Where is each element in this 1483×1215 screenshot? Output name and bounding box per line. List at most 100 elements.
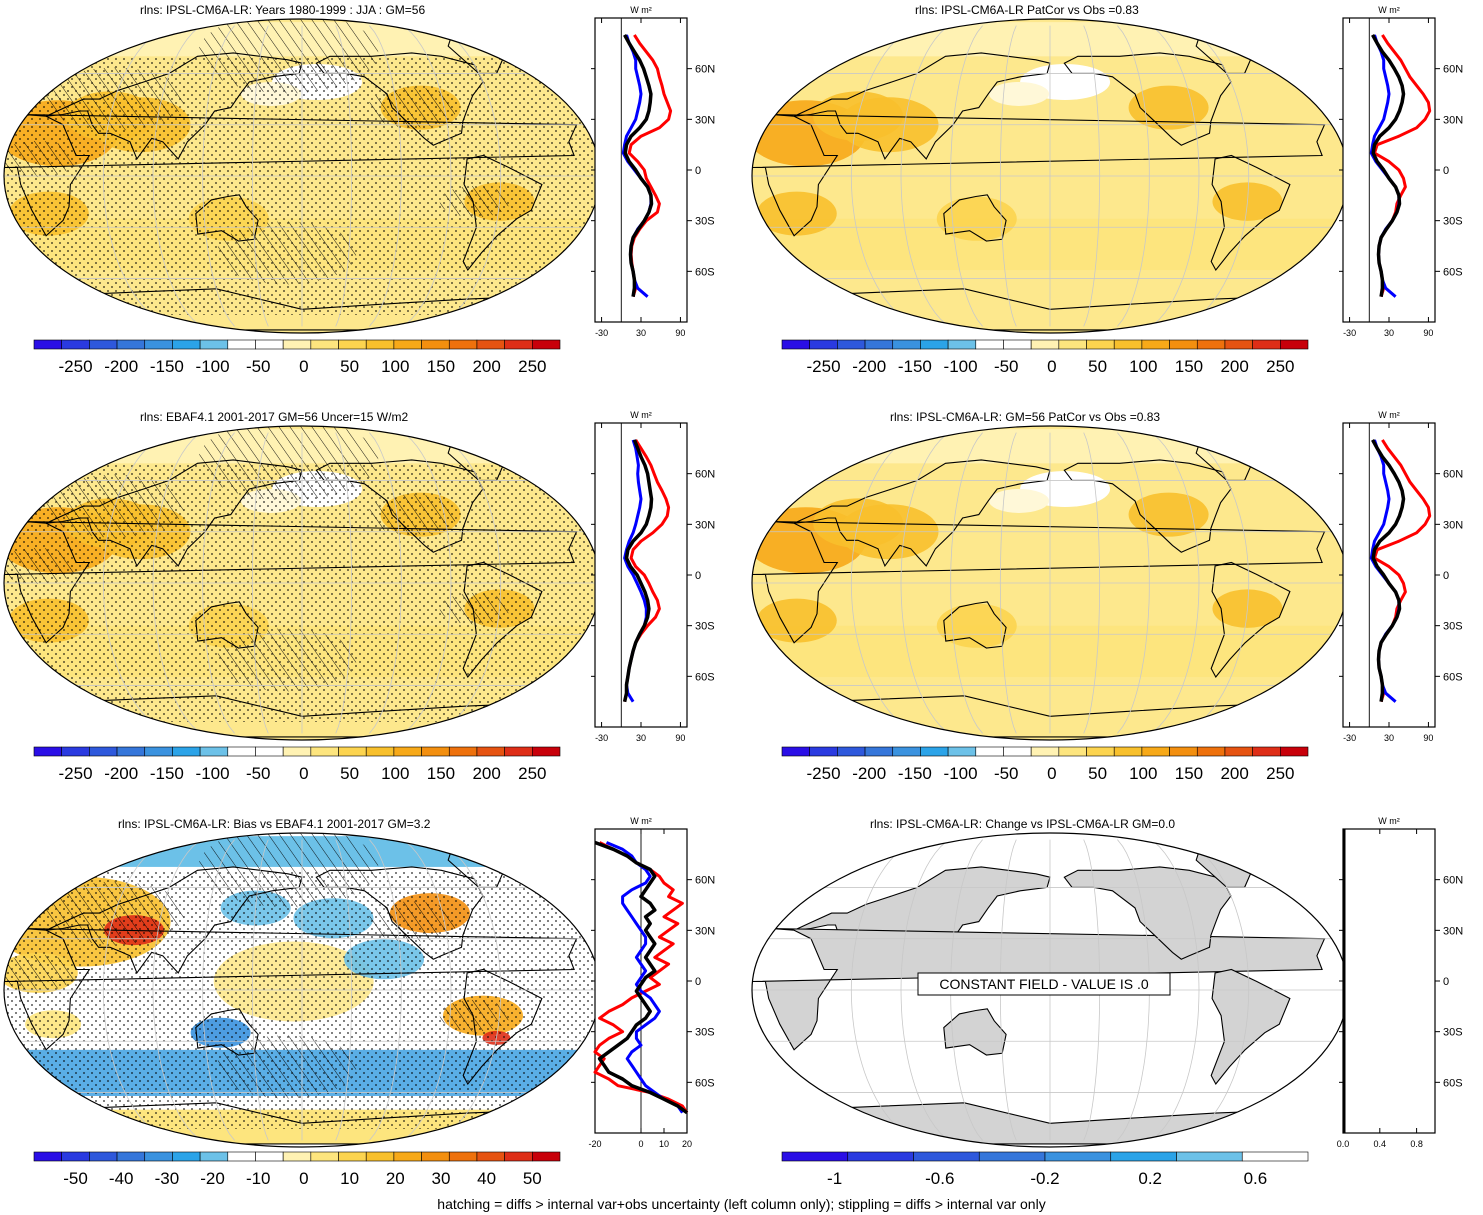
zonal-x-tick-label: -30 <box>595 328 608 338</box>
lat-tick-label: 30N <box>695 519 715 531</box>
colorbar-swatch <box>310 1151 339 1162</box>
colorbar-tick-label: -1 <box>827 1169 842 1188</box>
colorbar-swatch <box>116 339 146 350</box>
colorbar-swatch <box>920 339 949 350</box>
zonal-x-tick-label: 20 <box>682 1139 692 1149</box>
panel-title-4: rlns: IPSL-CM6A-LR: GM=56 PatCor vs Obs … <box>890 410 1161 424</box>
colorbar-tick-label: -250 <box>807 357 841 376</box>
colorbar-swatch <box>89 339 118 350</box>
colorbar-tick-label: -0.2 <box>1030 1169 1059 1188</box>
colorbar-tick-label: -150 <box>150 764 184 783</box>
lat-tick-label: 30N <box>695 925 715 937</box>
constant-field-annotation: CONSTANT FIELD - VALUE IS .0 <box>939 976 1148 992</box>
colorbar-swatch <box>864 339 894 350</box>
colorbar-swatch <box>172 1151 201 1162</box>
colorbar-swatch <box>837 746 866 757</box>
map-panel-4 <box>751 425 1349 741</box>
lat-tick-label: 30S <box>695 1027 715 1039</box>
colorbar-tick-label: -100 <box>944 357 978 376</box>
colorbar-swatch <box>172 746 201 757</box>
colorbar-tick-label: -50 <box>994 357 1019 376</box>
colorbar-tick-label: 0 <box>299 357 308 376</box>
colorbar-5: -50 -40 -30 -20 -10 0 10 20 30 40 50 <box>33 1151 561 1188</box>
colorbar-swatch <box>1196 746 1226 757</box>
zonal-x-tick-label: 0.0 <box>1337 1139 1350 1149</box>
zonal-unit-label: W m² <box>1378 5 1400 15</box>
colorbar-swatch <box>1280 746 1309 757</box>
colorbar-swatch <box>809 339 838 350</box>
panel-title-2: rlns: IPSL-CM6A-LR PatCor vs Obs =0.83 <box>915 3 1139 17</box>
map-panel-3 <box>3 425 601 741</box>
colorbar-swatch <box>393 1151 422 1162</box>
colorbar-swatch <box>199 1151 229 1162</box>
zonal-x-tick-label: -30 <box>1343 733 1356 743</box>
colorbar-tick-label: 10 <box>340 1169 359 1188</box>
map-panel-5 <box>3 832 601 1148</box>
colorbar-swatch <box>1086 746 1115 757</box>
colorbar-swatch <box>532 1151 561 1162</box>
zonal-x-tick-label: 90 <box>1423 328 1433 338</box>
zonal-x-tick-label: -30 <box>1343 328 1356 338</box>
colorbar-swatch <box>310 746 339 757</box>
colorbar-swatch <box>310 339 339 350</box>
colorbar-swatch <box>255 339 284 350</box>
colorbar-swatch <box>421 339 450 350</box>
zonal-x-tick-label: -20 <box>588 1139 601 1149</box>
zonal-unit-label: W m² <box>630 410 652 420</box>
colorbar-swatch <box>393 746 422 757</box>
lat-tick-label: 30N <box>1443 519 1463 531</box>
colorbar-tick-label: 50 <box>523 1169 542 1188</box>
colorbar-swatch <box>1196 339 1226 350</box>
colorbar-tick-label: 50 <box>1088 357 1107 376</box>
colorbar-swatch <box>1280 339 1309 350</box>
lat-tick-label: 60N <box>695 469 715 481</box>
colorbar-swatch <box>365 1151 395 1162</box>
figure-footnote: hatching = diffs > internal var+obs unce… <box>437 1196 1046 1212</box>
colorbar-swatch <box>448 339 478 350</box>
panel-title-6: rlns: IPSL-CM6A-LR: Change vs IPSL-CM6A-… <box>870 817 1176 831</box>
lat-tick-label: 0 <box>1443 976 1449 988</box>
zonal-series-ens <box>622 439 654 703</box>
zonal-series-model <box>605 841 684 1114</box>
lat-tick-label: 60S <box>1443 671 1463 683</box>
lat-tick-label: 30N <box>1443 114 1463 126</box>
lat-tick-label: 60N <box>695 875 715 887</box>
lat-tick-label: 30N <box>1443 925 1463 937</box>
colorbar-tick-label: -50 <box>246 764 271 783</box>
lat-tick-label: 60N <box>1443 469 1463 481</box>
colorbar-tick-label: -200 <box>104 357 138 376</box>
colorbar-tick-label: 150 <box>427 764 455 783</box>
colorbar-tick-label: 0.2 <box>1138 1169 1162 1188</box>
zonal-x-tick-label: 0.4 <box>1374 1139 1387 1149</box>
map-panel-2 <box>751 18 1349 334</box>
lat-tick-label: 30S <box>1443 1027 1463 1039</box>
zonal-x-tick-label: 0.8 <box>1410 1139 1423 1149</box>
zonal-x-tick-label: 10 <box>659 1139 669 1149</box>
colorbar-swatch <box>504 746 533 757</box>
colorbar-swatch <box>920 746 949 757</box>
zonal-panel-1: W m² 60N 30N 0 30S 60S -30 30 90 <box>591 5 715 338</box>
colorbar-swatch <box>61 1151 90 1162</box>
colorbar-swatch <box>1169 339 1198 350</box>
colorbar-tick-label: 200 <box>472 357 500 376</box>
colorbar-swatch <box>947 339 977 350</box>
colorbar-tick-label: 0.6 <box>1244 1169 1268 1188</box>
colorbar-swatch <box>864 746 894 757</box>
colorbar-tick-label: 0 <box>1047 764 1056 783</box>
colorbar-tick-label: -150 <box>898 764 932 783</box>
colorbar-swatch <box>338 746 367 757</box>
colorbar-swatch <box>1003 746 1032 757</box>
colorbar-swatch <box>255 1151 284 1162</box>
colorbar-tick-label: -30 <box>155 1169 180 1188</box>
colorbar-swatch <box>199 746 229 757</box>
colorbar-tick-label: -200 <box>104 764 138 783</box>
colorbar-swatch <box>532 339 561 350</box>
colorbar-tick-label: 200 <box>1220 764 1248 783</box>
colorbar-tick-label: -200 <box>852 764 886 783</box>
colorbar-3: -250 -200 -150 -100 -50 0 50 100 150 200 250 <box>33 746 561 783</box>
colorbar-swatch <box>978 1151 1046 1162</box>
colorbar-tick-label: 30 <box>431 1169 450 1188</box>
colorbar-tick-label: -250 <box>807 764 841 783</box>
panel-title-5: rlns: IPSL-CM6A-LR: Bias vs EBAF4.1 2001… <box>118 817 431 831</box>
colorbar-swatch <box>504 1151 533 1162</box>
